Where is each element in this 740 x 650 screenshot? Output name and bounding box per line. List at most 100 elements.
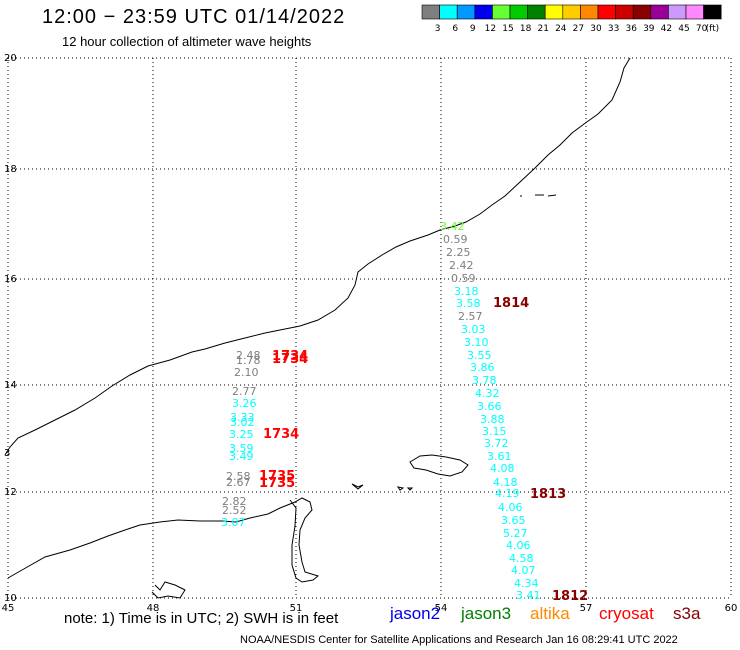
wave-height-value: 3.02: [230, 416, 255, 429]
color-scale-legend: 3 6 9 12 15 18 21 24 27 30 33 36 39 42 45 70(ft): [421, 4, 722, 34]
wave-height-value: 4.34: [514, 577, 539, 590]
legend-unit: (ft): [706, 24, 720, 34]
legend-label: 33: [608, 24, 619, 34]
latitude-label: 18: [4, 164, 17, 175]
wave-height-value: 3.07: [221, 516, 246, 529]
wave-height-value: 3.26: [232, 397, 257, 410]
satellite-label-jason3: jason3: [461, 604, 512, 623]
pass-time: 1813: [530, 487, 566, 502]
wave-height-value: 2.25: [446, 246, 471, 259]
legend-label: 12: [485, 24, 496, 34]
legend-label: 18: [520, 24, 532, 34]
legend-label: 39: [643, 24, 655, 34]
legend-swatch: [703, 4, 722, 20]
wave-height-value: 3.15: [482, 425, 507, 438]
axis-tick-labels: 45 48 51 54 57 60 20 18 16 14 12 10 3: [2, 53, 738, 614]
longitude-label: 60: [725, 603, 738, 614]
islet-2: [396, 486, 405, 491]
pass-time: 1734: [272, 349, 308, 364]
wave-height-value: 4.58: [509, 552, 534, 565]
longitude-label: 57: [580, 603, 593, 614]
latitude-label: 14: [4, 380, 17, 391]
wave-height-value: 3.66: [477, 400, 502, 413]
wave-height-value: 2.10: [234, 366, 259, 379]
wave-height-value: 4.06: [498, 501, 523, 514]
longitude-label: 54: [435, 603, 448, 614]
satellite-label-altika: altika: [530, 604, 570, 623]
wave-height-value: 4.06: [506, 539, 531, 552]
wave-height-value: 2.48: [236, 349, 261, 362]
wave-height-value: 2.58: [226, 470, 251, 483]
wave-height-value: 3.03: [461, 323, 486, 336]
wave-height-value: 3.55: [467, 349, 492, 362]
pass-time: 1814: [493, 296, 529, 311]
coastline-north: [4, 57, 631, 456]
longitude-label: 51: [290, 603, 303, 614]
legend-label: 3: [435, 24, 441, 34]
wave-height-value: 3.59: [229, 442, 254, 455]
wave-height-value: 2.57: [458, 310, 483, 323]
wave-height-value: 2.77: [232, 385, 257, 398]
satellite-label-jason2: jason2: [390, 604, 441, 623]
footer-credit: NOAA/NESDIS Center for Satellite Applica…: [240, 634, 678, 646]
gulf-inlet: [151, 581, 186, 599]
latitude-label: 10: [4, 593, 17, 604]
wave-height-value: 0.59: [443, 233, 468, 246]
wave-height-value: 3.65: [501, 514, 526, 527]
legend-label: 45: [678, 24, 689, 34]
wave-height-value: 3.78: [472, 374, 497, 387]
coastline: [4, 57, 631, 599]
wave-height-value: 3.42: [440, 220, 465, 233]
wave-height-value: 3.25: [229, 428, 254, 441]
pass-time: 1812: [552, 589, 588, 604]
islet-3: [406, 487, 414, 491]
longitude-label: 48: [147, 603, 160, 614]
wave-height-value: 5.27: [503, 527, 528, 540]
wave-height-value: 1.78: [236, 354, 261, 367]
legend-label: 30: [590, 24, 602, 34]
latitude-label: 3: [4, 448, 10, 459]
wave-height-value: 4.19: [495, 487, 520, 500]
footer-note: note: 1) Time is in UTC; 2) SWH is in fe…: [64, 610, 339, 627]
legend-label: 24: [555, 24, 567, 34]
islet-1: [351, 483, 364, 490]
coastline-main: [7, 497, 320, 583]
legend-label: 6: [452, 24, 458, 34]
longitude-label: 45: [2, 603, 15, 614]
pass-time: 1734: [263, 427, 299, 442]
wave-height-value: 3.72: [484, 437, 509, 450]
wave-height-value: 3.58: [456, 297, 481, 310]
legend-label: 27: [573, 24, 584, 34]
legend-label: 70: [696, 24, 708, 34]
legend-label: 15: [502, 24, 513, 34]
wave-height-value: 3.33: [230, 411, 255, 424]
wave-height-value: 2.82: [222, 495, 247, 508]
map-subtitle: 12 hour collection of altimeter wave hei…: [62, 34, 312, 49]
satellite-label-s3a: s3a: [673, 604, 701, 623]
pass-time: 1735: [259, 469, 295, 484]
wave-height-value: 4.08: [490, 462, 515, 475]
wave-height-value: 3.86: [470, 361, 495, 374]
lat-lon-grid: [7, 57, 732, 599]
legend-label: 21: [537, 24, 548, 34]
latitude-label: 12: [4, 487, 17, 498]
satellite-label-cryosat: cryosat: [599, 604, 654, 623]
island: [409, 454, 469, 477]
wave-height-value: 4.18: [493, 476, 518, 489]
pass-time: 1735: [259, 476, 295, 491]
legend-label: 42: [661, 24, 672, 34]
pass-time: 1734: [272, 352, 308, 367]
wave-height-value: 2.67: [226, 476, 251, 489]
wave-height-value: 3.10: [464, 336, 489, 349]
wave-height-value: 3.61: [487, 450, 512, 463]
wave-height-value: 2.42: [449, 259, 474, 272]
latitude-label: 16: [4, 274, 17, 285]
map-title: 12:00 − 23:59 UTC 01/14/2022: [42, 6, 346, 28]
wave-height-observations: 3.420.592.252.420.593.183.582.573.033.10…: [221, 220, 541, 602]
legend-label: 36: [625, 24, 637, 34]
wave-height-value: 2.52: [222, 504, 247, 517]
legend-label: 9: [470, 24, 476, 34]
wave-height-value: 3.41: [516, 589, 541, 602]
